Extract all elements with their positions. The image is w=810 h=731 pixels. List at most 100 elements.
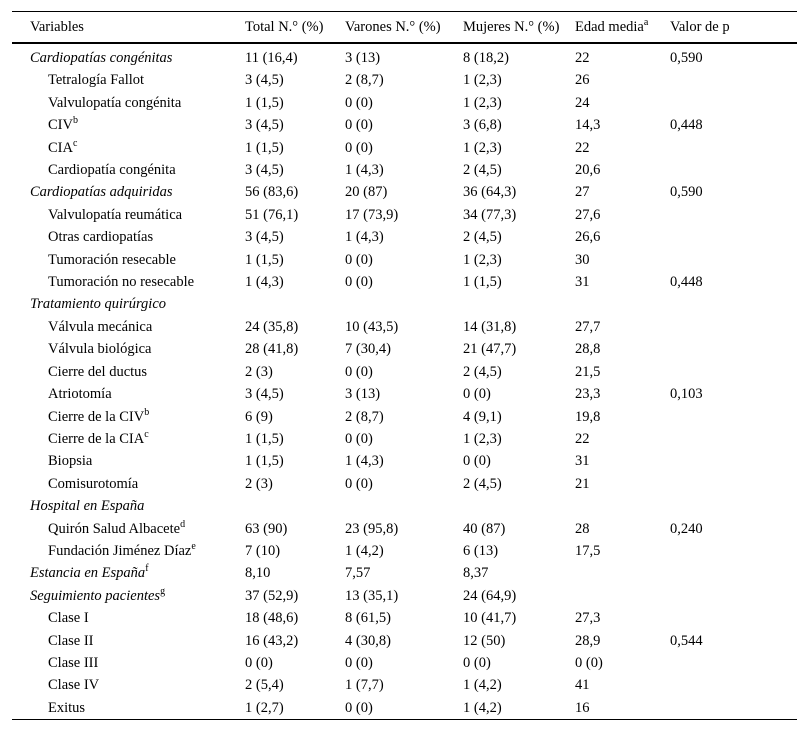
cell-total: 16 (43,2) (245, 632, 299, 649)
table-row: Válvula mecánica 24 (35,8) 10 (43,5) 14 (31… (12, 316, 797, 338)
cell-mujeres: 40 (87) (463, 520, 506, 537)
cell-varones: 0 (0) (345, 117, 373, 134)
cell-total: 1 (4,3) (245, 274, 284, 291)
table-row: Biopsia 1 (1,5) 1 (4,3) 0 (0) 31 (12, 450, 797, 472)
cell-edad-media: 14,3 (575, 117, 601, 134)
table-row: Cierre de la CIVb 6 (9) 2 (8,7) 4 (9,1) 19,8 (12, 406, 797, 428)
cell-mujeres: 24 (64,9) (463, 587, 517, 604)
cell-valor-p: 0,448 (670, 117, 703, 134)
cell-edad-media: 28 (575, 520, 590, 537)
cell-mujeres: 4 (9,1) (463, 408, 502, 425)
table-row: Valvulopatía congénita 1 (1,5) 0 (0) 1 (2,3… (12, 92, 797, 114)
row-label: Válvula biológica (48, 341, 152, 358)
cell-total: 51 (76,1) (245, 206, 299, 223)
cell-valor-p (670, 137, 797, 159)
cell-total: 2 (3) (245, 363, 273, 380)
cell-valor-p (670, 674, 797, 696)
row-label: Cardiopatías adquiridas (30, 184, 173, 201)
section-row: Cardiopatías adquiridas 56 (83,6) 20 (87) 3… (12, 181, 797, 203)
cell-total: 1 (1,5) (245, 139, 284, 156)
column-header-variables: Variables (12, 11, 245, 44)
cell-valor-p (670, 607, 797, 629)
footnote-marker: b (144, 406, 150, 418)
clinical-variables-table-wrapper: Variables Total N.° (%) Varones N.° (%) … (12, 11, 798, 721)
section-row: Seguimiento pacientesg 37 (52,9) 13 (35,1)… (12, 585, 797, 607)
cell-total: 3 (4,5) (245, 229, 284, 246)
cell-edad-media: 31 (575, 274, 590, 291)
column-header-edad-media: Edad mediaa (575, 11, 670, 44)
row-label: Quirón Salud Albaceted (48, 518, 186, 537)
cell-mujeres: 1 (2,3) (463, 430, 502, 447)
cell-varones: 13 (35,1) (345, 587, 399, 604)
cell-edad-media: 28,9 (575, 632, 601, 649)
cell-total: 37 (52,9) (245, 587, 299, 604)
row-label: Clase III (48, 654, 99, 671)
cell-edad-media: 22 (575, 430, 590, 447)
cell-varones: 3 (13) (345, 386, 381, 403)
column-header-mujeres: Mujeres N.° (%) (463, 11, 575, 44)
cell-edad-media: 0 (0) (575, 654, 603, 671)
cell-valor-p (670, 159, 797, 181)
cell-total: 8,10 (245, 565, 271, 582)
cell-valor-p (670, 540, 797, 562)
cell-valor-p (670, 428, 797, 450)
row-label: Estancia en Españaf (30, 563, 149, 582)
table-row: Clase II 16 (43,2) 4 (30,8) 12 (50) 28,9 0,54… (12, 630, 797, 652)
cell-varones: 10 (43,5) (345, 318, 399, 335)
cell-mujeres: 0 (0) (463, 453, 491, 470)
row-label: Tumoración resecable (48, 251, 176, 268)
cell-varones: 0 (0) (345, 430, 373, 447)
cell-valor-p: 0,103 (670, 386, 703, 403)
cell-total: 1 (2,7) (245, 699, 284, 716)
cell-edad-media: 20,6 (575, 162, 601, 179)
table-row: Cierre de la CIAc 1 (1,5) 0 (0) 1 (2,3) 22 (12, 428, 797, 450)
cell-mujeres: 1 (2,3) (463, 72, 502, 89)
cell-mujeres: 2 (4,5) (463, 363, 502, 380)
cell-mujeres: 8,37 (463, 565, 489, 582)
section-row: Estancia en Españaf 8,10 7,57 8,37 (12, 562, 797, 584)
cell-total: 56 (83,6) (245, 184, 299, 201)
cell-edad-media: 24 (575, 94, 590, 111)
cell-total: 3 (4,5) (245, 117, 284, 134)
cell-varones: 17 (73,9) (345, 206, 399, 223)
cell-edad-media: 27,3 (575, 610, 601, 627)
table-row: Clase III 0 (0) 0 (0) 0 (0) 0 (0) (12, 652, 797, 674)
footnote-marker: f (145, 563, 149, 575)
column-header-total: Total N.° (%) (245, 11, 345, 44)
cell-mujeres: 34 (77,3) (463, 206, 517, 223)
cell-total (245, 495, 345, 517)
cell-mujeres: 1 (2,3) (463, 139, 502, 156)
cell-edad-media: 30 (575, 251, 590, 268)
cell-edad-media (575, 495, 670, 517)
cell-edad-media: 16 (575, 699, 590, 716)
footnote-marker: d (180, 518, 186, 530)
footnote-marker: c (72, 137, 78, 149)
row-label: Clase I (48, 610, 89, 627)
cell-valor-p (670, 316, 797, 338)
cell-varones: 4 (30,8) (345, 632, 391, 649)
cell-edad-media (575, 293, 670, 315)
cell-edad-media: 28,8 (575, 341, 601, 358)
cell-mujeres: 2 (4,5) (463, 162, 502, 179)
cell-mujeres: 10 (41,7) (463, 610, 517, 627)
cell-total: 1 (1,5) (245, 430, 284, 447)
row-label: CIVb (48, 115, 78, 134)
cell-mujeres: 1 (2,3) (463, 251, 502, 268)
row-label: Cardiopatías congénitas (30, 50, 173, 66)
table-row: Atriotomía 3 (4,5) 3 (13) 0 (0) 23,3 0,103 (12, 383, 797, 405)
cell-edad-media: 31 (575, 453, 590, 470)
cell-mujeres: 1 (1,5) (463, 274, 502, 291)
cell-total: 1 (1,5) (245, 251, 284, 268)
table-row: CIVb 3 (4,5) 0 (0) 3 (6,8) 14,3 0,448 (12, 114, 797, 136)
cell-varones: 1 (4,2) (345, 542, 384, 559)
cell-mujeres (463, 495, 575, 517)
cell-varones: 0 (0) (345, 94, 373, 111)
row-label: Cierre de la CIAc (48, 429, 149, 447)
cell-varones: 20 (87) (345, 184, 388, 201)
cell-valor-p (670, 293, 797, 315)
cell-total: 6 (9) (245, 408, 273, 425)
row-label: Tetralogía Fallot (48, 72, 145, 89)
cell-total: 3 (4,5) (245, 162, 284, 179)
table-row: Tumoración resecable 1 (1,5) 0 (0) 1 (2,3) 3… (12, 249, 797, 271)
cell-edad-media: 22 (575, 50, 590, 66)
